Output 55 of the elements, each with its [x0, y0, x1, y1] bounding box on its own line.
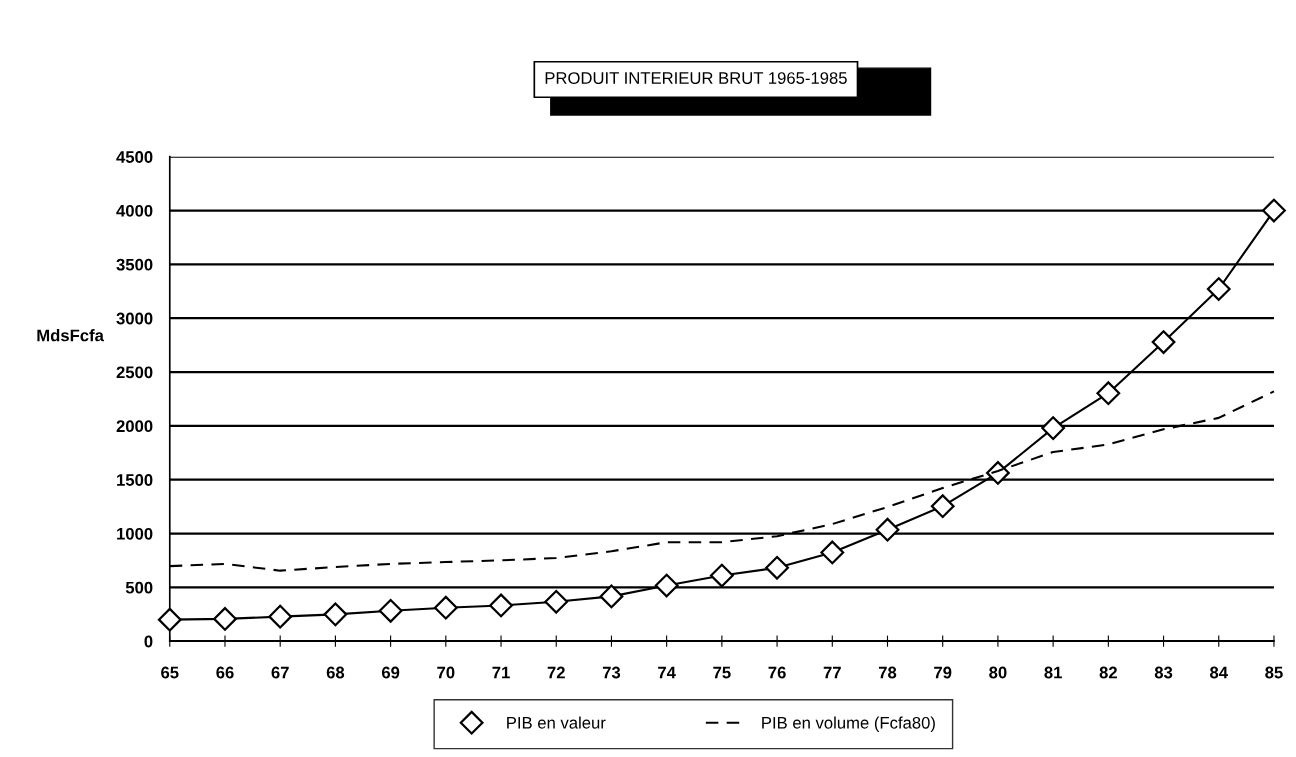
- y-tick-label: 4000: [116, 204, 153, 217]
- x-tick-label: 80: [989, 666, 1007, 679]
- x-tick-label: 65: [161, 666, 179, 679]
- point: [654, 573, 679, 598]
- x-tick-label: 72: [547, 666, 565, 679]
- y-tick-label: 2000: [116, 420, 153, 433]
- legend-label: PIB en volume (Fcfa80): [762, 716, 935, 732]
- point: [1151, 330, 1176, 355]
- x-tick-label: 70: [437, 666, 455, 679]
- y-axis-title: MdsFcfa: [37, 329, 104, 342]
- y-tick-label: 500: [125, 581, 153, 594]
- point: [709, 563, 734, 588]
- y-tick-label: 3000: [116, 312, 153, 325]
- point: [820, 540, 845, 565]
- x-tick-label: 68: [326, 666, 345, 679]
- point: [213, 606, 237, 631]
- y-tick-label: 3500: [116, 258, 153, 271]
- point: [930, 494, 955, 519]
- point: [268, 604, 293, 629]
- x-tick-label: 75: [713, 666, 731, 679]
- point: [378, 598, 403, 623]
- legend-label: PIB en valeur: [507, 716, 606, 729]
- x-tick-label: 78: [878, 666, 897, 679]
- point: [157, 607, 182, 632]
- point: [433, 595, 458, 620]
- x-tick-label: 85: [1265, 666, 1283, 679]
- point: [1096, 381, 1121, 406]
- point: [599, 584, 624, 609]
- x-tick-label: 66: [216, 666, 234, 679]
- x-tick-label: 82: [1099, 666, 1117, 679]
- x-tick-label: 73: [602, 666, 621, 679]
- x-tick-label: 71: [492, 666, 510, 679]
- point: [1206, 277, 1231, 301]
- x-tick-label: 79: [934, 666, 952, 679]
- x-tick-label: 76: [768, 666, 786, 679]
- y-tick-label: 1500: [117, 474, 153, 486]
- x-tick-label: 84: [1210, 666, 1228, 679]
- point: [875, 517, 900, 542]
- x-tick-label: 77: [823, 666, 841, 679]
- y-tick-label: 2500: [116, 366, 153, 379]
- y-tick-label: 1000: [117, 527, 153, 540]
- point: [1041, 416, 1066, 441]
- x-tick-label: 83: [1154, 666, 1173, 679]
- chart-title: PRODUIT INTERIEUR BRUT 1965-1985: [545, 72, 847, 84]
- y-tick-label: 0: [144, 635, 153, 648]
- x-tick-label: 67: [271, 666, 289, 679]
- point: [323, 602, 348, 627]
- point: [489, 593, 513, 618]
- point: [544, 589, 569, 614]
- x-tick-label: 69: [381, 666, 400, 679]
- point: [1262, 198, 1286, 223]
- point: [765, 555, 789, 580]
- x-tick-label: 81: [1044, 666, 1062, 679]
- x-tick-label: 74: [658, 666, 676, 679]
- y-tick-label: 4500: [116, 151, 153, 163]
